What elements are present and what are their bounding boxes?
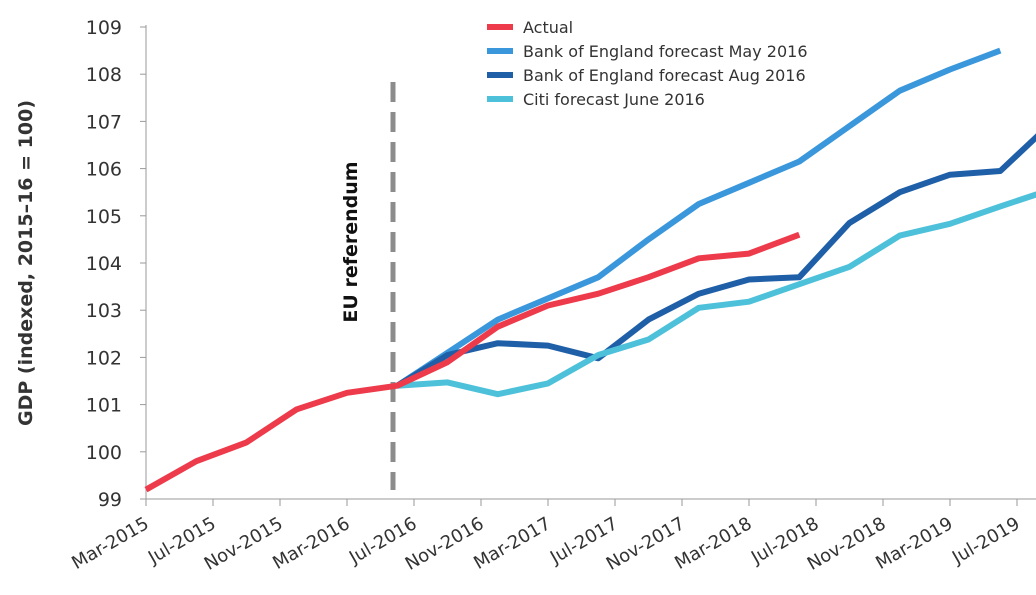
y-tick-label: 107 bbox=[86, 111, 122, 133]
y-tick-label: 108 bbox=[86, 64, 122, 86]
x-tick-label: Mar-2018 bbox=[671, 513, 755, 574]
y-tick-label: 100 bbox=[86, 442, 122, 464]
y-tick-label: 109 bbox=[86, 17, 122, 39]
x-tick-label: Mar-2017 bbox=[470, 513, 554, 574]
y-tick-label: 103 bbox=[86, 300, 122, 322]
y-tick-label: 104 bbox=[86, 253, 122, 275]
x-tick-label: Mar-2015 bbox=[68, 513, 152, 574]
x-tick-label: Mar-2016 bbox=[269, 513, 353, 574]
series-line-2 bbox=[395, 133, 1036, 389]
series-line-1 bbox=[395, 47, 1002, 389]
plot-area: 99 100 101 102 103 104 105 106 107 108 109 Mar-2015… bbox=[15, 17, 1036, 575]
legend-label-0: Actual bbox=[523, 18, 573, 37]
legend-label-2: Bank of England forecast Aug 2016 bbox=[523, 66, 806, 85]
y-tick-label: 99 bbox=[98, 489, 122, 511]
x-tick-label: Jul-2019 bbox=[948, 513, 1023, 569]
series-line-3 bbox=[397, 191, 1036, 398]
y-tick-label: 101 bbox=[86, 395, 122, 417]
referendum-label: EU referendum bbox=[340, 161, 362, 322]
y-tick-label: 106 bbox=[86, 159, 122, 181]
legend-label-1: Bank of England forecast May 2016 bbox=[523, 42, 808, 61]
x-tick-label: Mar-2019 bbox=[872, 513, 956, 574]
legend-label-3: Citi forecast June 2016 bbox=[523, 90, 705, 109]
series-line-0 bbox=[144, 231, 801, 493]
y-tick-label: 102 bbox=[86, 347, 122, 369]
y-axis-title: GDP (indexed, 2015–16 = 100) bbox=[15, 100, 37, 426]
y-tick-label: 105 bbox=[86, 206, 122, 228]
